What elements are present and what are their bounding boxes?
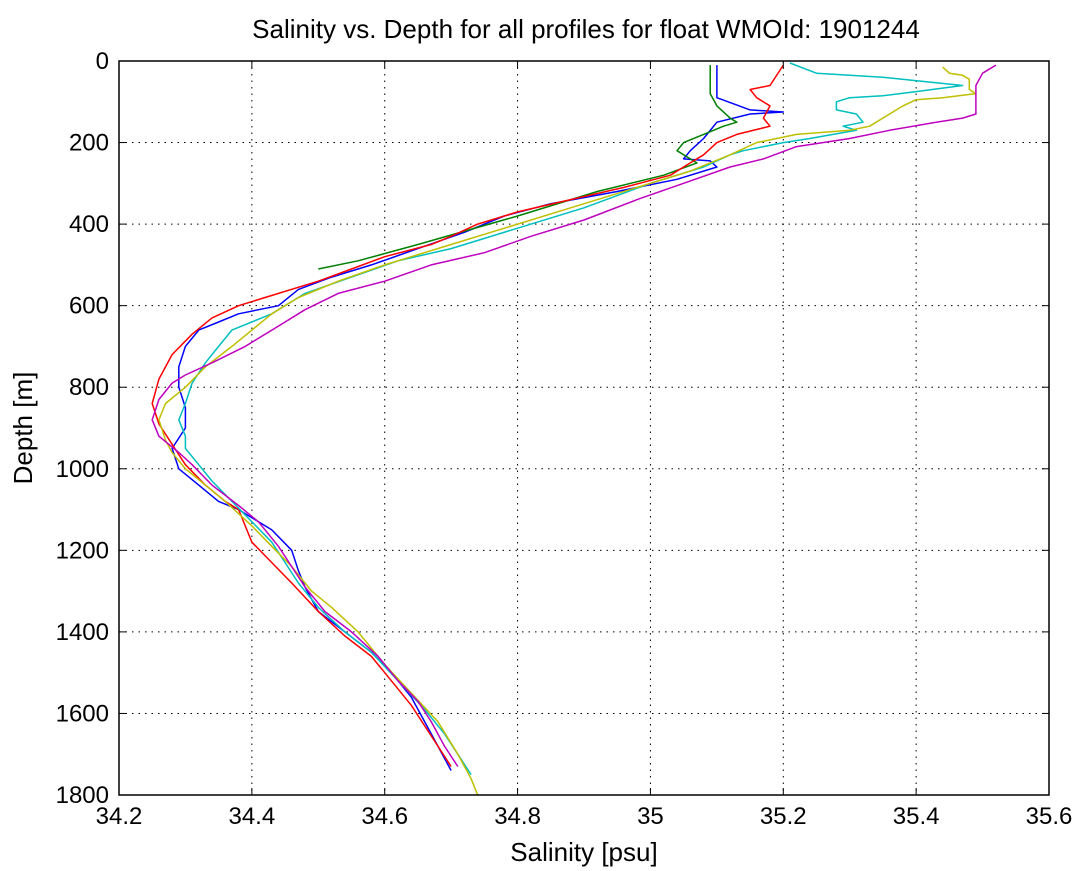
x-tick-label: 34.2 bbox=[96, 803, 143, 830]
x-axis-label: Salinity [psu] bbox=[510, 837, 657, 867]
y-tick-label: 600 bbox=[69, 293, 109, 320]
y-tick-label: 0 bbox=[96, 48, 109, 75]
x-tick-label: 35.6 bbox=[1026, 803, 1073, 830]
series-line-6 bbox=[151, 64, 997, 767]
y-tick-label: 1400 bbox=[56, 619, 109, 646]
series-line-3 bbox=[151, 64, 784, 767]
x-tick-label: 35 bbox=[637, 803, 664, 830]
y-axis-ticks: 0 200 400 600 800 1000 1200 1400 1600 1800 bbox=[56, 48, 1049, 809]
series-group bbox=[151, 62, 997, 796]
x-tick-label: 35.2 bbox=[760, 803, 807, 830]
y-tick-label: 1800 bbox=[56, 782, 109, 809]
x-tick-label: 34.8 bbox=[494, 803, 541, 830]
x-tick-label: 35.4 bbox=[893, 803, 940, 830]
x-tick-label: 34.4 bbox=[228, 803, 275, 830]
y-tick-label: 1200 bbox=[56, 537, 109, 564]
x-axis-ticks: 34.2 34.4 34.6 34.8 35 35.2 35.4 35.6 bbox=[96, 61, 1073, 830]
y-tick-label: 1600 bbox=[56, 700, 109, 727]
series-line-4 bbox=[178, 62, 964, 776]
x-tick-label: 34.6 bbox=[361, 803, 408, 830]
y-axis-label: Depth [m] bbox=[8, 372, 38, 485]
y-tick-label: 200 bbox=[69, 130, 109, 157]
y-tick-label: 1000 bbox=[56, 456, 109, 483]
chart-title: Salinity vs. Depth for all profiles for … bbox=[252, 14, 920, 44]
y-tick-label: 800 bbox=[69, 374, 109, 401]
series-line-5 bbox=[158, 66, 977, 796]
plot-frame bbox=[118, 60, 1050, 796]
series-line-2 bbox=[318, 65, 738, 270]
y-tick-label: 400 bbox=[69, 211, 109, 238]
grid bbox=[119, 61, 1049, 795]
